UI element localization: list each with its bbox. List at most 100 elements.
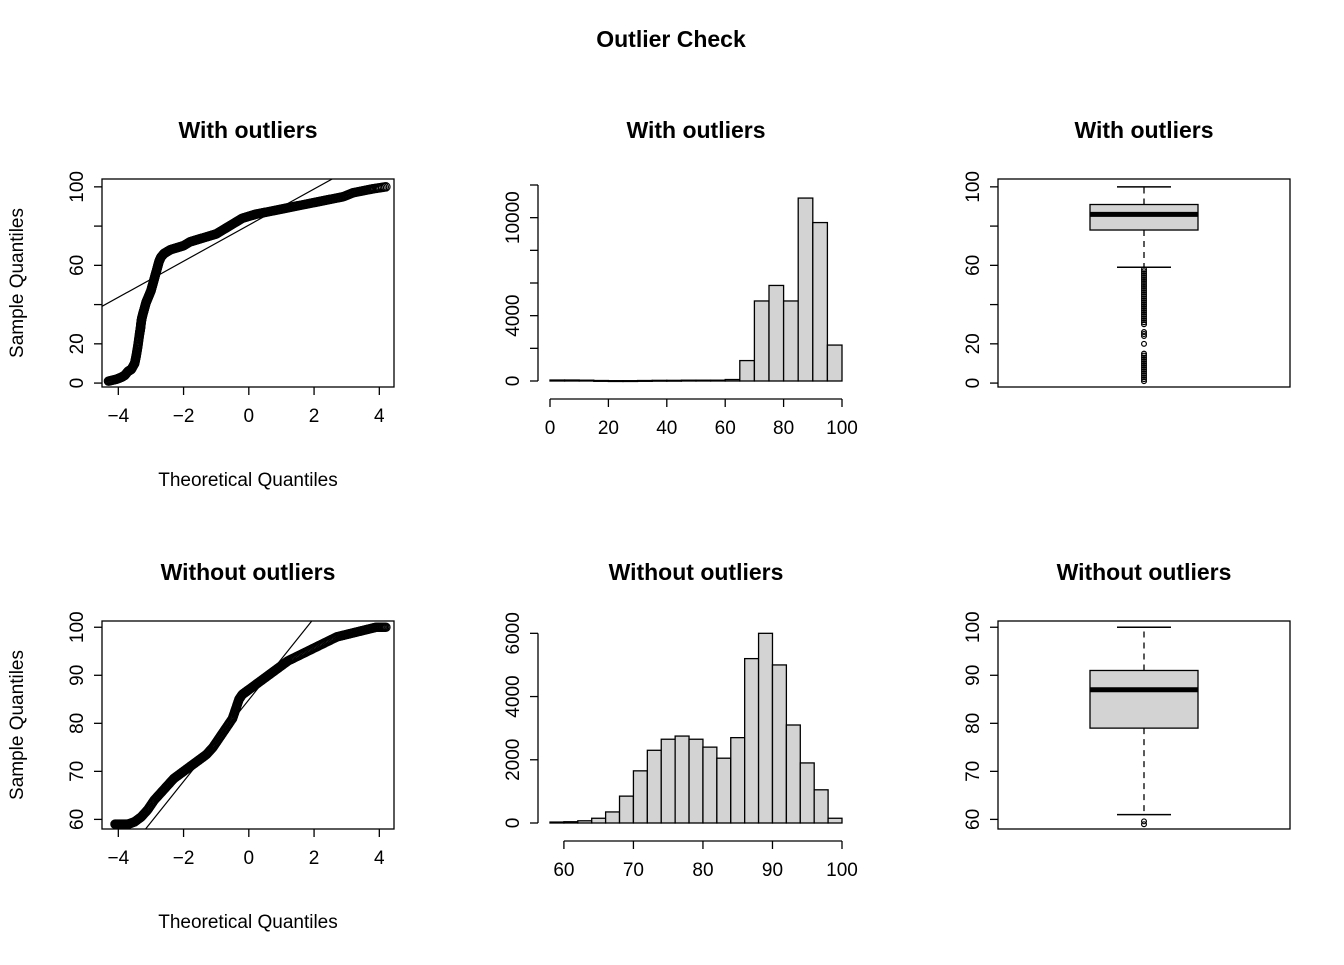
x-tick-label: 100 — [826, 418, 858, 439]
box-outlier — [1140, 266, 1147, 273]
y-tick-label: 70 — [963, 761, 984, 782]
box-outlier — [1140, 270, 1147, 277]
y-tick-label: 0 — [503, 818, 524, 829]
histogram-bar — [826, 344, 843, 382]
x-tick-label: 20 — [598, 418, 619, 439]
box-outlier — [1140, 274, 1147, 281]
qq-plot-area — [102, 179, 391, 386]
histogram-bar — [651, 379, 668, 382]
box-outlier — [1140, 299, 1147, 306]
box-outlier — [1140, 276, 1147, 283]
figure-title: Outlier Check — [596, 26, 746, 52]
histogram-bar — [646, 749, 662, 824]
histogram-bar — [753, 300, 770, 382]
box-outlier — [1140, 340, 1147, 347]
y-tick-label: 20 — [963, 333, 984, 354]
box-outlier — [1140, 352, 1147, 359]
histogram-bar — [799, 762, 815, 824]
x-tick-label: 80 — [773, 418, 794, 439]
qq-reference-line — [144, 621, 313, 829]
box-outlier — [1140, 350, 1147, 357]
y-tick-label: 2000 — [503, 739, 524, 781]
box-iqr — [1089, 203, 1199, 231]
box-outlier — [1140, 370, 1147, 377]
chart-panel-3: With outliers 0 20 60 100 — [963, 117, 1291, 388]
y-tick-label: 10000 — [503, 191, 524, 244]
chart-panel-5: Without outliers 0 2000 4000 6000 60 70 80 90 100 — [503, 559, 858, 881]
histogram-bar — [785, 724, 801, 824]
histogram-bar — [680, 379, 697, 382]
panel-title: With outliers — [626, 117, 765, 143]
histogram-bar — [768, 284, 785, 382]
box-outlier — [1140, 268, 1147, 275]
box-outlier — [1140, 332, 1147, 339]
y-tick-label: 20 — [67, 333, 88, 354]
histogram-bar — [744, 657, 760, 824]
y-tick-label: 100 — [67, 611, 88, 643]
y-tick-label: 100 — [963, 171, 984, 203]
y-tick-label: 0 — [67, 378, 88, 389]
histogram-bar — [563, 379, 580, 382]
histogram-bar — [812, 221, 829, 382]
histogram-bar — [757, 632, 774, 824]
histogram-bar — [709, 379, 726, 382]
panel-title: Without outliers — [1057, 559, 1232, 585]
histogram-bar — [660, 738, 676, 824]
panel-title: With outliers — [178, 117, 317, 143]
x-tick-label: 60 — [715, 418, 736, 439]
box-outlier — [1140, 297, 1147, 304]
histogram-bar — [730, 736, 746, 824]
box-outlier — [1140, 295, 1147, 302]
histogram-bar — [716, 757, 732, 824]
histogram-bar — [666, 379, 683, 382]
histogram-bar — [702, 746, 718, 824]
x-tick-label: 60 — [553, 860, 574, 881]
histogram-bar — [636, 379, 653, 382]
box-outlier — [1140, 309, 1147, 316]
histogram-bar — [604, 811, 621, 824]
x-tick-label: 40 — [656, 418, 677, 439]
x-tick-label: 90 — [762, 860, 783, 881]
box-outlier — [1140, 317, 1147, 324]
box-outlier — [1140, 372, 1147, 379]
y-tick-label: 0 — [503, 376, 524, 387]
box-outlier — [1140, 301, 1147, 308]
histogram-bar — [563, 821, 579, 824]
plot-frame — [997, 620, 1291, 830]
qq-reference-line — [102, 179, 334, 307]
histogram-bar — [549, 821, 565, 824]
box-outlier — [1140, 364, 1147, 371]
x-tick-label: −2 — [173, 848, 195, 869]
box-outlier — [1140, 280, 1147, 287]
box-outlier — [1140, 311, 1147, 318]
x-tick-label: −4 — [107, 848, 129, 869]
y-tick-label: 80 — [67, 713, 88, 734]
box-outlier — [1140, 289, 1147, 296]
box-outlier — [1140, 356, 1147, 363]
box-outlier — [1140, 821, 1147, 828]
box-outlier — [1140, 329, 1147, 336]
chart-panel-6: Without outliers 60 70 80 90 100 — [963, 559, 1291, 830]
histogram-bar — [577, 820, 593, 824]
box-outlier — [1140, 315, 1147, 322]
x-tick-label: −2 — [173, 406, 195, 427]
plot-frame — [101, 178, 395, 388]
histogram-bar — [622, 380, 639, 383]
x-tick-label: 0 — [545, 418, 556, 439]
histogram-bar — [827, 817, 843, 824]
x-tick-label: 4 — [374, 406, 385, 427]
box-outlier — [1140, 374, 1147, 381]
box-outlier — [1140, 307, 1147, 314]
histogram-bar — [591, 817, 607, 824]
y-tick-label: 90 — [963, 665, 984, 686]
box-outlier — [1140, 354, 1147, 361]
box-outlier — [1140, 818, 1147, 825]
box-outlier — [1140, 305, 1147, 312]
plot-frame — [101, 620, 395, 830]
histogram-bar — [674, 735, 690, 824]
box-outlier — [1140, 287, 1147, 294]
box-outlier — [1140, 321, 1147, 328]
y-tick-label: 100 — [67, 171, 88, 203]
y-tick-label: 60 — [963, 255, 984, 276]
